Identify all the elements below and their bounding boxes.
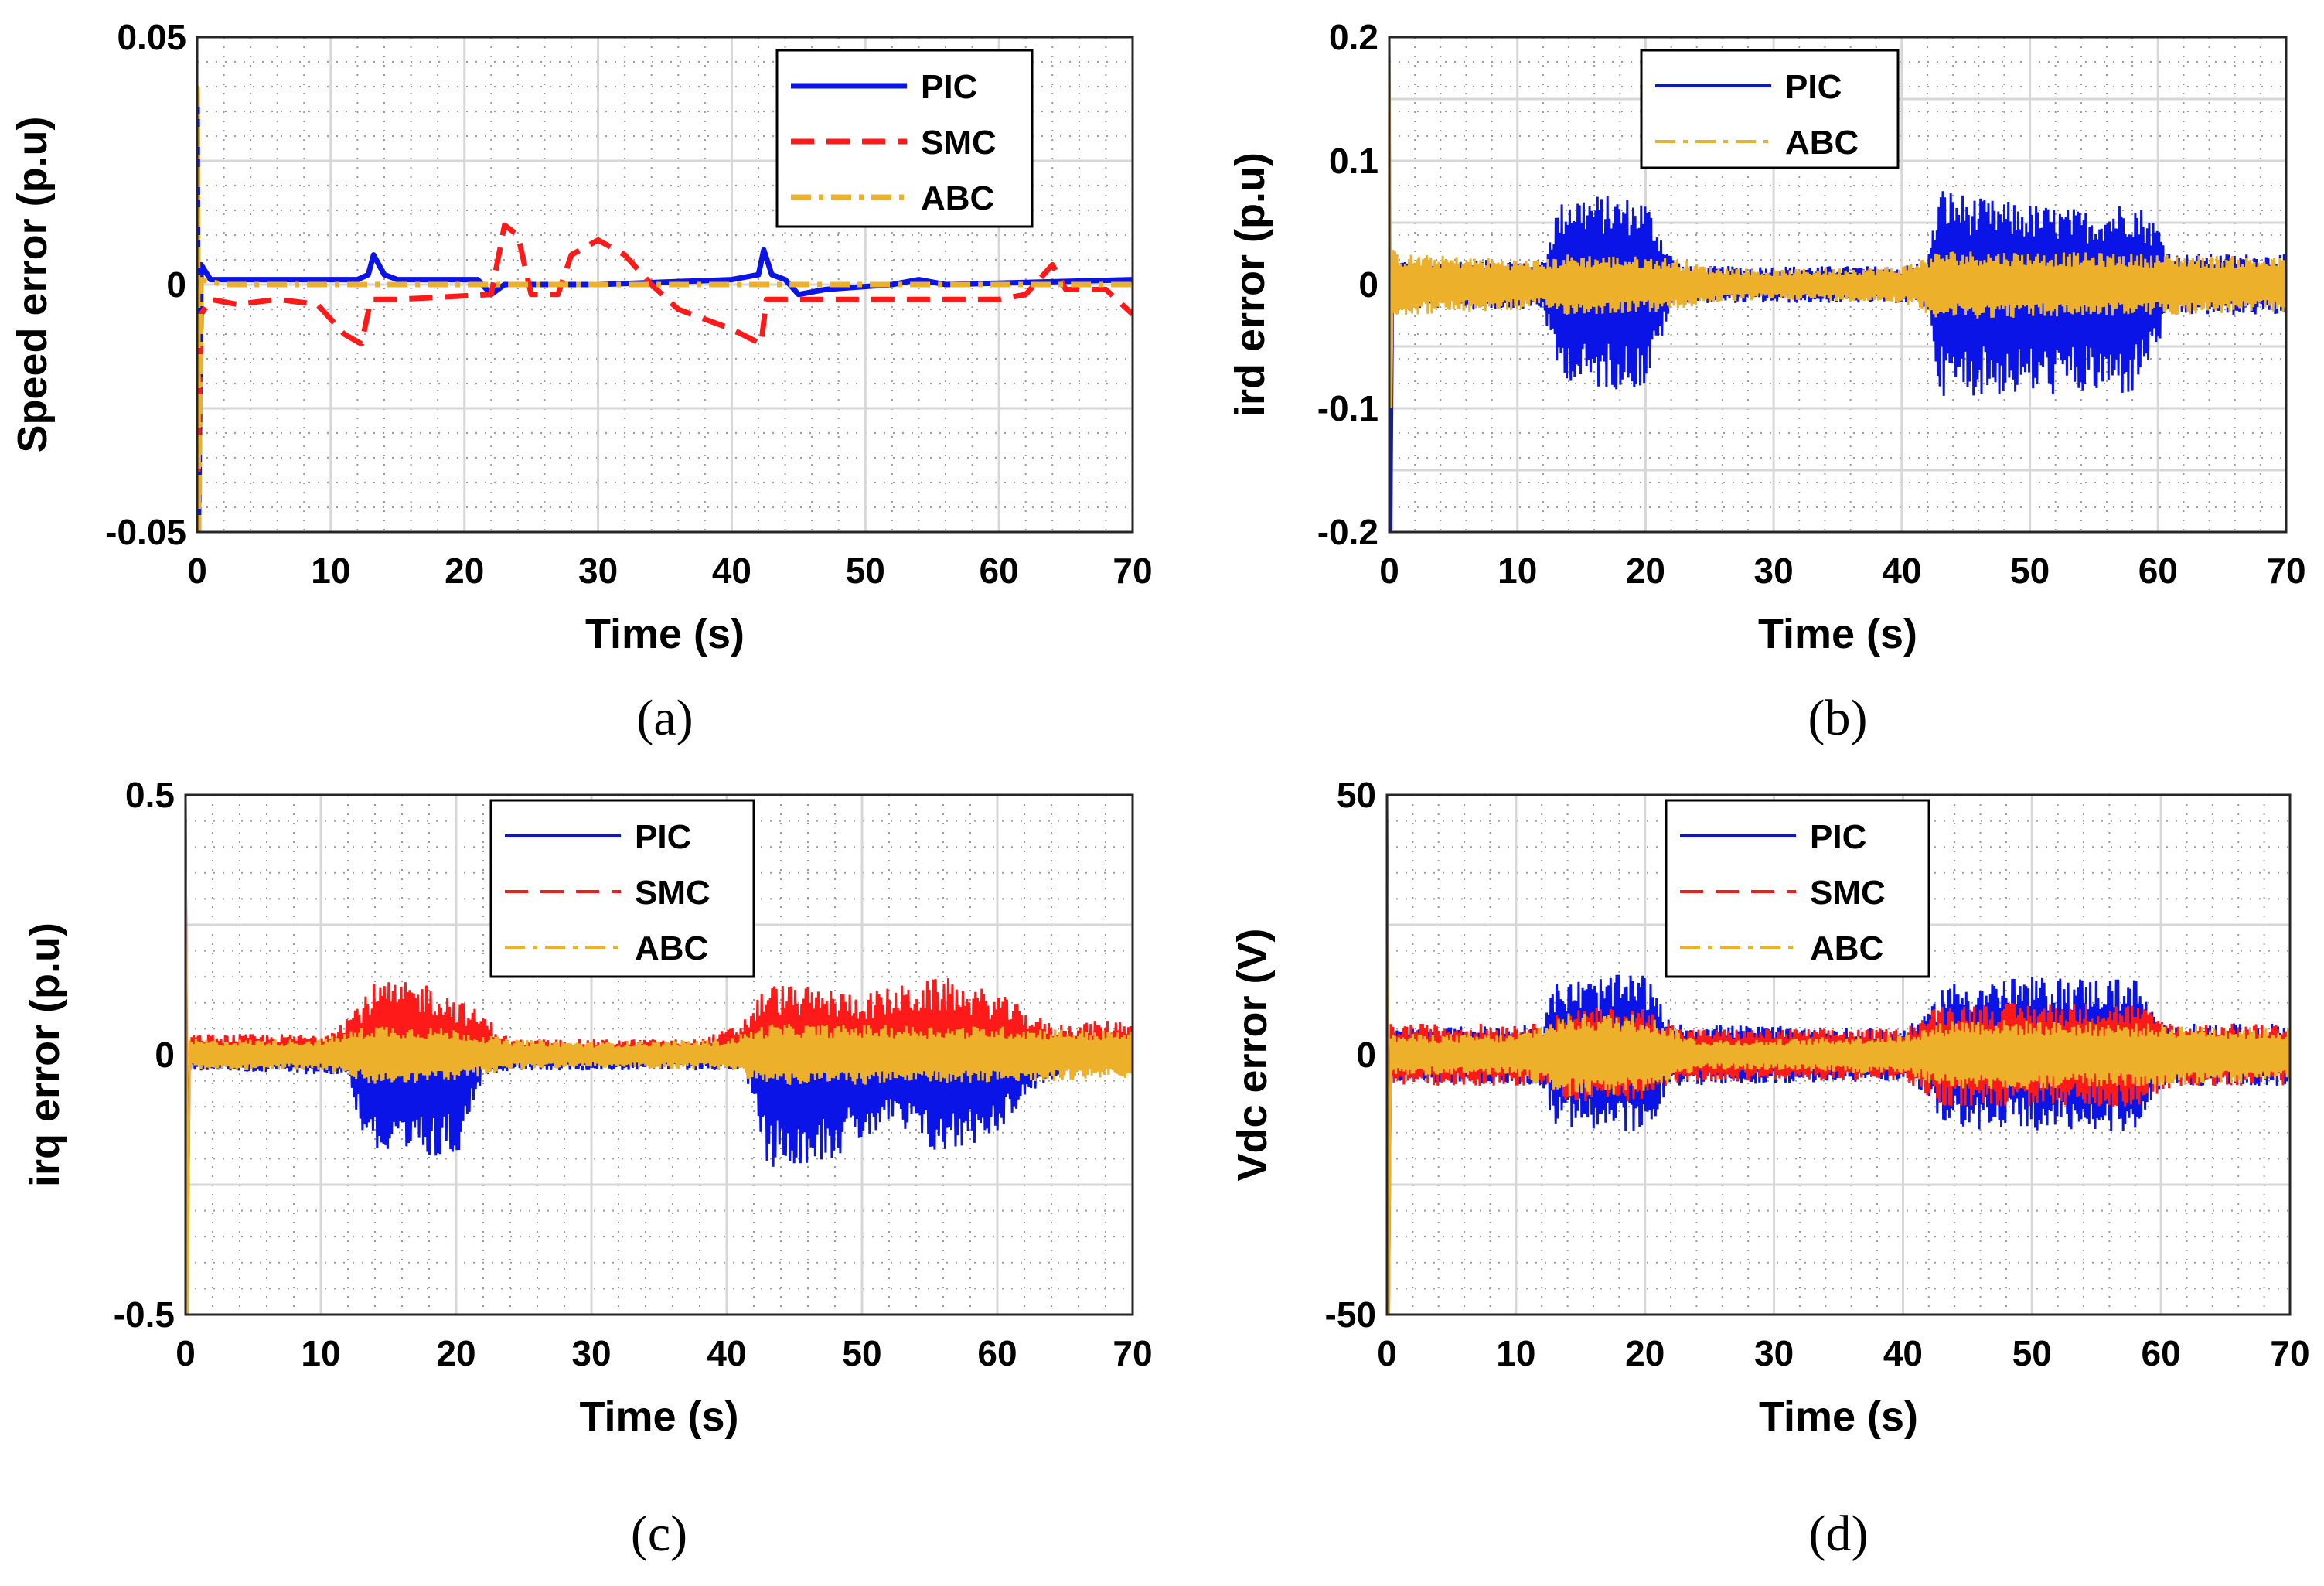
x-tick-label: 0	[175, 1333, 196, 1373]
plot-area	[186, 795, 1133, 1315]
x-axis-title: Time (s)	[585, 611, 745, 657]
legend-label-pic: PIC	[1810, 818, 1866, 856]
x-axis-title: Time (s)	[579, 1393, 738, 1440]
x-tick-label: 20	[436, 1333, 475, 1373]
x-tick-label: 20	[1626, 551, 1665, 591]
x-tick-label: 30	[1754, 1333, 1794, 1373]
y-axis-title: Vdc error (V)	[1229, 928, 1276, 1181]
x-tick-label: 40	[712, 551, 751, 591]
legend: PIC SMC ABC	[775, 49, 1034, 228]
x-tick-label: 0	[1377, 1333, 1397, 1373]
x-tick-label: 10	[1498, 551, 1537, 591]
y-tick-label: 0.05	[117, 17, 186, 57]
y-axis-title: Speed error (p.u)	[9, 116, 56, 452]
panel-caption: (c)	[631, 1506, 687, 1562]
legend-label-pic: PIC	[635, 818, 691, 856]
series-line-abc	[186, 795, 1133, 1315]
x-tick-label: 20	[445, 551, 484, 591]
x-tick-label: 40	[707, 1333, 746, 1373]
y-tick-label: 50	[1337, 775, 1376, 815]
x-tick-label: 70	[1113, 551, 1152, 591]
x-tick-label: 30	[578, 551, 618, 591]
x-tick-label: 40	[1882, 551, 1921, 591]
x-tick-label: 60	[2138, 551, 2178, 591]
panel-caption: (d)	[1809, 1506, 1869, 1562]
x-axis-title: Time (s)	[1759, 1393, 1918, 1440]
legend-label-pic: PIC	[1785, 68, 1842, 106]
x-tick-label: 70	[2266, 551, 2305, 591]
legend-box	[489, 799, 755, 978]
legend-label-abc: ABC	[635, 929, 708, 967]
axes-box	[196, 36, 1134, 534]
axes-box	[1388, 36, 2288, 534]
x-tick-label: 30	[571, 1333, 611, 1373]
x-tick-label: 40	[1883, 1333, 1923, 1373]
x-tick-label: 0	[187, 551, 207, 591]
x-tick-label: 20	[1625, 1333, 1665, 1373]
panel-caption: (b)	[1808, 690, 1868, 746]
y-tick-label: 0.5	[125, 775, 175, 815]
x-tick-label: 50	[846, 551, 885, 591]
y-tick-label: 0	[155, 1035, 175, 1075]
legend-label-pic: PIC	[921, 68, 977, 106]
x-tick-label: 60	[2142, 1333, 2181, 1373]
legend-label-abc: ABC	[1785, 124, 1859, 162]
panel-caption: (a)	[636, 690, 693, 746]
legend-label-smc: SMC	[1810, 874, 1886, 912]
x-axis-title: Time (s)	[1758, 611, 1917, 657]
y-tick-label: 0.2	[1329, 17, 1378, 57]
x-tick-label: 10	[1496, 1333, 1535, 1373]
x-tick-label: 10	[311, 551, 350, 591]
x-tick-label: 30	[1754, 551, 1794, 591]
legend-label-abc: ABC	[921, 179, 994, 217]
y-tick-label: 0	[1356, 1035, 1376, 1075]
y-tick-label: -0.2	[1317, 512, 1378, 552]
x-tick-label: 50	[2010, 551, 2050, 591]
y-axis-title: irq error (p.u)	[22, 923, 68, 1187]
x-tick-label: 60	[977, 1333, 1017, 1373]
chart-panel-2: 0 10 20 30 40 50 60 70 -0.2 -0.1 0 0.1 0.2 Time (s) ir…	[1227, 17, 2306, 746]
x-tick-label: 0	[1379, 551, 1399, 591]
x-tick-label: 60	[980, 551, 1019, 591]
plot-area	[1389, 37, 2286, 532]
x-tick-label: 50	[842, 1333, 881, 1373]
x-tick-label: 70	[1113, 1333, 1152, 1373]
legend-label-smc: SMC	[635, 874, 710, 912]
x-tick-label: 70	[2270, 1333, 2309, 1373]
y-axis-title: ird error (p.u)	[1227, 152, 1273, 417]
series-line-abc	[1389, 37, 2286, 409]
legend-box	[1640, 49, 1900, 169]
legend: PIC SMC ABC	[489, 799, 755, 978]
y-tick-label: -0.5	[114, 1294, 175, 1335]
y-tick-label: -50	[1325, 1294, 1376, 1335]
plot-area	[1387, 795, 2290, 1315]
legend: PIC SMC ABC	[1665, 799, 1930, 978]
series-line-smc	[197, 222, 1133, 508]
axes-box	[1385, 793, 2292, 1316]
legend-box	[1665, 799, 1930, 978]
legend-label-smc: SMC	[921, 124, 997, 162]
x-tick-label: 10	[301, 1333, 340, 1373]
y-tick-label: 0	[1358, 264, 1378, 305]
axes-box	[184, 793, 1134, 1316]
x-tick-label: 50	[2012, 1333, 2052, 1373]
series-line-abc	[1387, 795, 2290, 1315]
legend: PIC ABC	[1640, 49, 1900, 169]
y-tick-label: 0.1	[1329, 141, 1378, 181]
legend-label-abc: ABC	[1810, 929, 1883, 967]
y-tick-label: -0.05	[105, 512, 186, 552]
y-tick-label: -0.1	[1317, 388, 1378, 428]
y-tick-label: 0	[166, 264, 186, 305]
